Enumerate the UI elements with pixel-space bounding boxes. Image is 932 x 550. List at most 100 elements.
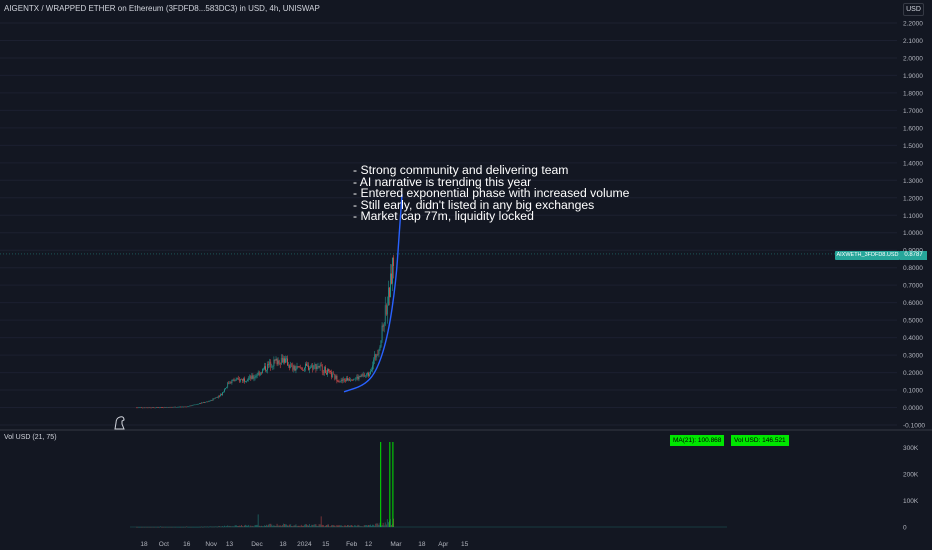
candle-body [341,379,343,381]
volume-bar [333,525,335,527]
candle-body [249,376,251,379]
annotation-line: - Strong community and delivering team [353,163,569,177]
candle-body [339,381,341,383]
volume-bar [373,524,375,527]
candle-body [368,373,369,376]
volume-bar [308,525,309,527]
candle-body [299,366,301,368]
price-scale-label: 0.4000 [903,335,923,342]
candle-body [243,378,244,381]
candle-body [380,340,382,347]
volume-bar [238,525,240,527]
candle-body [210,400,212,402]
candle-body [213,398,215,400]
candle-body [267,364,268,371]
volume-bar [275,525,277,527]
candle-body [142,407,144,409]
volume-bar [292,526,294,527]
candle-body [204,402,205,403]
candle-body [283,358,284,363]
time-axis-label: 18 [418,541,426,548]
volume-bar [343,525,345,527]
volume-bar [330,526,332,527]
price-scale: 2.2000 2.1000 2.0000 1.9000 1.8000 1.7000 1.60… [903,21,925,430]
candle-body [338,381,340,383]
candle-body [207,401,209,403]
candle-body [337,381,339,382]
volume-bars [135,442,395,528]
candle-body [208,401,210,402]
volume-bar [288,525,290,527]
candle-body [360,374,362,378]
volume-bar [299,526,301,527]
candle-body [178,406,179,408]
candle-body [147,407,149,409]
candle-body [197,403,199,405]
candle-body [309,368,310,370]
candle-body [153,407,155,409]
candle-body [262,368,263,374]
candle-body [217,396,219,398]
price-scale-label: 1.3000 [903,178,923,185]
volume-bar [377,523,379,527]
candle-body [149,407,151,409]
candle-body [335,375,337,379]
volume-bar [293,525,295,527]
candle-body [362,374,364,376]
candle-body [313,365,315,370]
candle-body [256,375,258,377]
volume-bar [260,525,262,527]
candle-body [314,364,316,366]
candle-body [392,257,393,284]
candle-body [365,374,367,376]
time-axis-label: 18 [140,541,148,548]
candle-body [379,346,381,351]
volume-bar [376,523,378,527]
candle-body [359,376,361,378]
candle-body [199,403,200,404]
candle-body [218,396,220,397]
candle-body [358,376,360,380]
candle-body [143,407,145,409]
volume-bar [359,526,361,527]
candle-body [165,407,167,408]
volume-bar [369,525,370,527]
candle-body [307,365,308,367]
volume-bar [224,525,225,527]
candle-body [222,392,223,395]
volume-bar [271,524,273,527]
candle-body [265,366,266,371]
volume-bar [261,526,263,527]
price-scale-label: 1.6000 [903,125,923,132]
candles [136,255,394,409]
price-scale-label: 1.8000 [903,90,923,97]
time-axis: 18 Oct 16 Nov 13 Dec 18 2024 15 Feb 12 Mar 18 Apr 15 [140,541,468,548]
price-scale-label: 1.2000 [903,195,923,202]
volume-bar [234,525,236,527]
candle-body [289,365,291,368]
volume-bar [338,525,340,527]
volume-bar [390,519,391,527]
candle-body [154,407,156,409]
candle-body [371,369,372,372]
candle-body [258,372,260,376]
volume-bar [382,522,384,527]
candle-body [215,397,217,398]
volume-bar [344,525,346,527]
candle-body [172,407,174,408]
time-axis-label: 12 [365,541,373,548]
candle-body [144,407,146,409]
volume-pane-title: Vol USD (21, 75) [4,434,57,441]
candle-body [389,287,390,298]
time-axis-label: 15 [322,541,330,548]
volume-bar [340,525,342,527]
candle-body [288,365,289,366]
candle-body [344,380,346,382]
volume-bar [313,524,315,527]
candle-body [321,365,323,372]
currency-badge[interactable]: USD [903,3,924,16]
candle-body [308,365,309,370]
candle-body [188,406,190,407]
candle-body [193,404,195,406]
